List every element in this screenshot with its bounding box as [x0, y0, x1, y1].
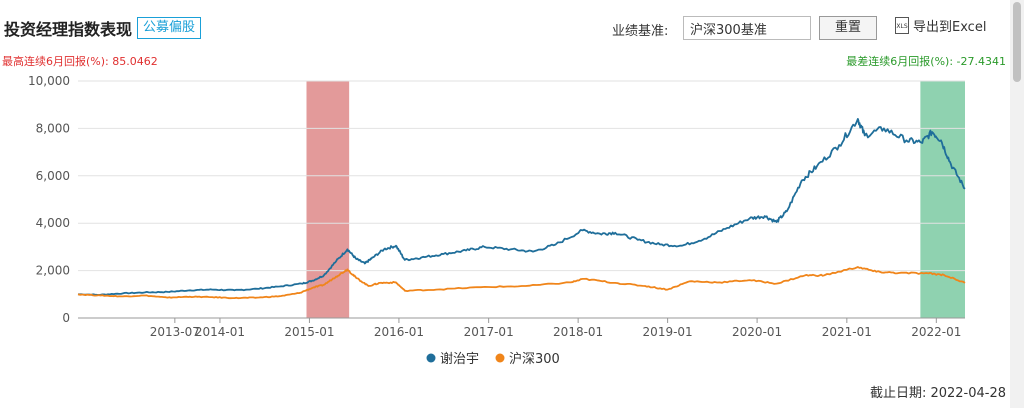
line-chart: 0 2,000 4,000 6,000 8,000 10,000 2013-072014-… [28, 74, 966, 367]
export-label: 导出到Excel [913, 20, 987, 35]
y-tick-label: 2,000 [36, 264, 70, 278]
benchmark-label: 业绩基准: [612, 24, 669, 39]
as-of-date: 截止日期: 2022-04-28 [869, 386, 1006, 401]
legend-marker[interactable] [426, 353, 436, 363]
max-return-stat: 最高连续6月回报(%): 85.0462 [2, 55, 158, 68]
legend-label[interactable]: 谢治宇 [440, 351, 479, 367]
x-tick-label: 2020-01 [732, 325, 782, 339]
export-excel-button[interactable]: XLS 导出到Excel [895, 16, 986, 40]
benchmark-input[interactable] [683, 16, 811, 40]
y-tick-label: 8,000 [36, 121, 70, 135]
scrollbar-thumb[interactable] [1013, 2, 1021, 82]
x-tick-label: 2015-01 [284, 325, 334, 339]
x-tick-label: 2014-01 [195, 325, 245, 339]
grid-lines [78, 80, 965, 319]
page-scrollbar[interactable] [1010, 0, 1024, 408]
y-tick-label: 10,000 [28, 74, 70, 88]
y-tick-label: 4,000 [36, 216, 70, 230]
xls-file-icon: XLS [895, 17, 909, 34]
page-title: 投资经理指数表现 [4, 20, 133, 39]
legend: 谢治宇 沪深300 [426, 351, 560, 367]
highlight-band-max [306, 81, 350, 318]
series-line-2[interactable] [77, 266, 966, 300]
series-lines [77, 118, 966, 300]
y-axis: 0 2,000 4,000 6,000 8,000 10,000 [28, 74, 70, 325]
x-tick-label: 2018-01 [553, 325, 603, 339]
x-tick-label: 2017-01 [464, 325, 514, 339]
legend-marker[interactable] [495, 353, 505, 363]
category-tag[interactable]: 公募偏股 [137, 17, 202, 39]
legend-label[interactable]: 沪深300 [509, 351, 560, 367]
highlight-bands [306, 81, 965, 318]
chart-header: 投资经理指数表现 公募偏股 业绩基准: 重置 XLS 导出到Excel [0, 0, 1010, 44]
x-tick-label: 2021-01 [822, 325, 872, 339]
x-tick-label: 2022-01 [911, 325, 961, 339]
highlight-band-min [920, 81, 965, 318]
x-tick-label: 2016-01 [374, 325, 424, 339]
min-return-stat: 最差连续6月回报(%): -27.4341 [846, 55, 1006, 68]
y-tick-label: 0 [62, 311, 70, 325]
x-tick-label: 2019-01 [643, 325, 693, 339]
x-tick-label: 2013-07 [150, 325, 200, 339]
y-tick-label: 6,000 [36, 169, 70, 183]
series-line-1[interactable] [78, 118, 966, 296]
reset-button[interactable]: 重置 [819, 16, 877, 40]
